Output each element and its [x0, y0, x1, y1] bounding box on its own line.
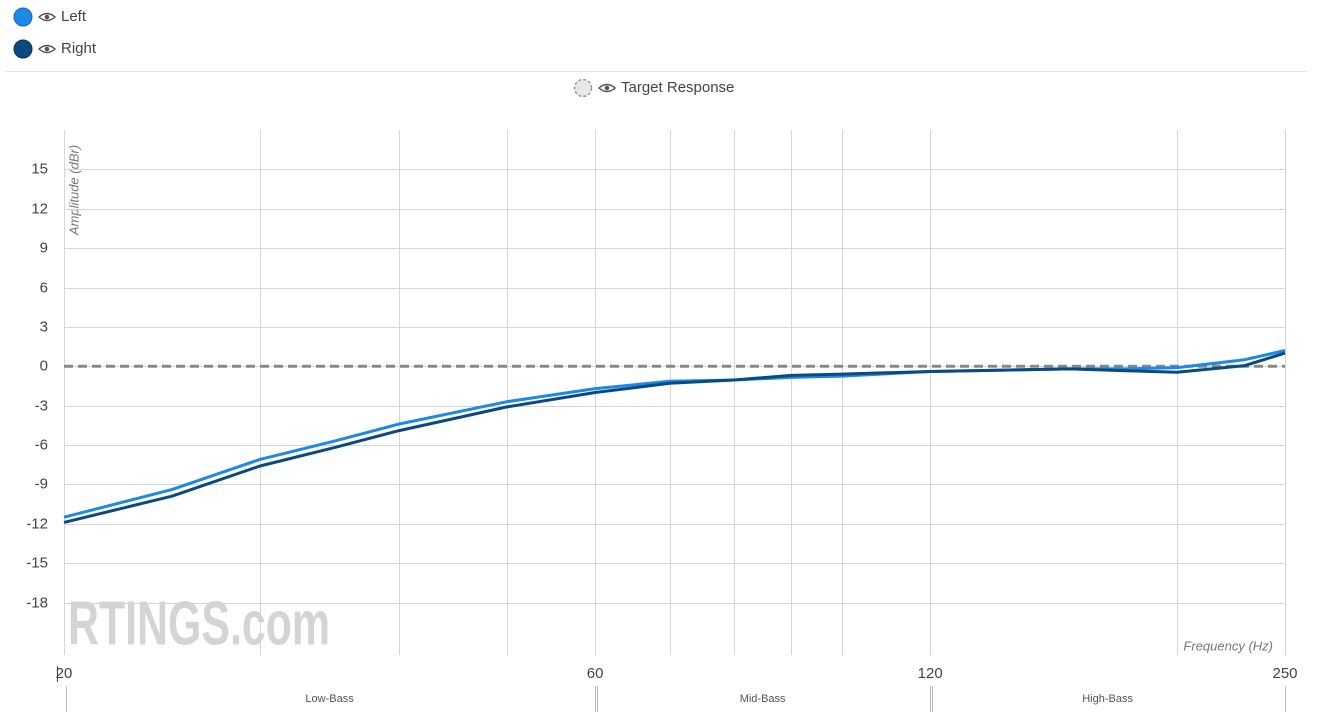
y-tick-label: 0 — [40, 357, 48, 374]
legend-swatch[interactable] — [573, 78, 593, 98]
legend-label: Right — [61, 40, 97, 57]
x-tick-label: 120 — [918, 665, 943, 682]
y-tick-label: 3 — [40, 318, 48, 335]
y-tick-label: 15 — [31, 160, 48, 177]
x-tick-label: 60 — [587, 665, 604, 682]
eye-icon[interactable] — [37, 44, 57, 54]
y-tick-label: -6 — [35, 436, 48, 453]
series-line — [63, 351, 1286, 524]
watermark: RTINGS.com — [68, 589, 330, 658]
legend-label: Left — [61, 8, 87, 25]
y-tick-label: -12 — [26, 515, 48, 532]
y-axis-label: Amplitude (dBr) — [66, 145, 81, 236]
legend-swatch[interactable] — [13, 7, 33, 27]
region-label: Mid-Bass — [740, 693, 786, 705]
x-axis-label: Frequency (Hz) — [1183, 638, 1273, 653]
eye-icon[interactable] — [597, 83, 617, 93]
region-label: Low-Bass — [305, 693, 354, 705]
series-line — [63, 349, 1286, 519]
y-tick-label: 12 — [31, 200, 48, 217]
y-tick-label: -9 — [35, 475, 48, 492]
legend-swatch[interactable] — [13, 39, 33, 59]
legend-label: Target Response — [621, 79, 734, 96]
x-tick-label: 20 — [56, 665, 73, 682]
y-tick-label: 6 — [40, 279, 48, 296]
y-tick-label: -15 — [26, 554, 48, 571]
y-tick-label: -18 — [26, 594, 48, 611]
eye-icon[interactable] — [37, 12, 57, 22]
x-tick-label: 250 — [1272, 665, 1297, 682]
legend-target[interactable]: Target Response — [573, 78, 735, 98]
region-label: High-Bass — [1082, 693, 1133, 705]
legend-left[interactable]: Left — [13, 7, 87, 27]
y-tick-label: -3 — [35, 397, 48, 414]
y-tick-label: 9 — [40, 239, 48, 256]
legend-right[interactable]: Right — [13, 39, 97, 59]
